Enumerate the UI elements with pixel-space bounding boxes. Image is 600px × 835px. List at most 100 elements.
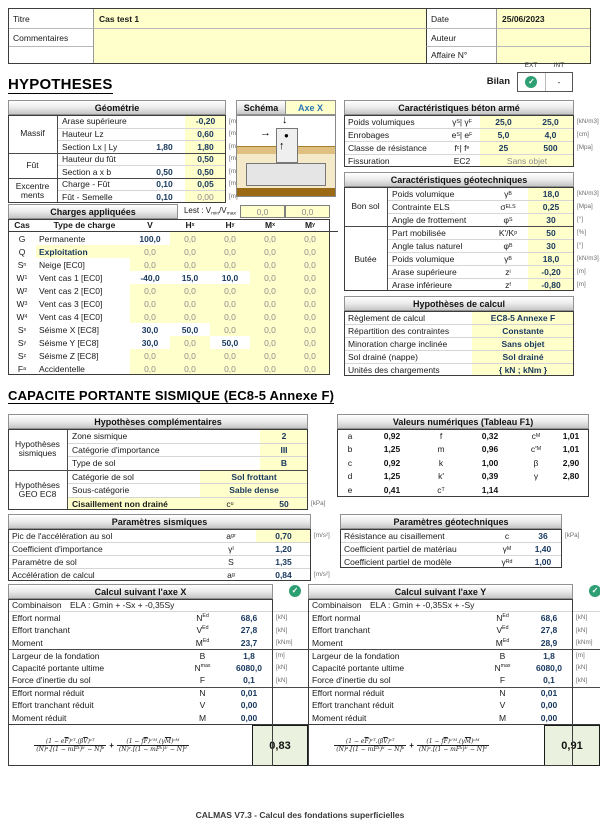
commentaires-input[interactable] [93,28,426,63]
load-value-cell[interactable]: 0,0 [130,349,170,362]
load-value-cell[interactable]: 0,0 [210,310,250,323]
load-value-cell[interactable]: 0,0 [170,349,210,362]
load-value-cell[interactable]: 0,0 [250,336,290,349]
date-input[interactable]: 25/06/2023 [496,9,590,28]
load-value-cell[interactable]: 0,0 [290,271,330,284]
load-value-cell[interactable]: 0,0 [250,232,290,245]
titre-input[interactable]: Cas test 1 [93,9,426,28]
value-cell[interactable]: 50 [260,496,308,510]
load-value-cell[interactable]: 0,0 [290,284,330,297]
load-value-cell[interactable]: 0,0 [250,362,290,375]
value-cell[interactable] [144,115,185,128]
value-cell[interactable]: 0,60 [185,127,226,140]
load-value-cell[interactable]: 0,0 [290,232,330,245]
value-cell[interactable]: 2 [260,429,308,443]
load-value-cell[interactable]: 0,0 [290,310,330,323]
load-value-cell[interactable]: 0,0 [210,284,250,297]
load-value-cell[interactable]: 0,0 [170,258,210,271]
value-cell[interactable]: 0,10 [144,190,185,203]
lest-min-cell[interactable]: 0,0 [240,205,285,218]
load-value-cell[interactable]: 0,0 [210,258,250,271]
value-cell[interactable]: 18,0 [528,187,574,200]
load-value-cell[interactable]: 30,0 [130,336,170,349]
value-cell[interactable]: Sans objet [480,154,574,167]
value-cell[interactable]: B [260,456,308,470]
load-value-cell[interactable]: 0,0 [250,297,290,310]
value-cell[interactable]: 0,10 [144,177,185,190]
value-cell[interactable]: III [260,442,308,456]
value-cell[interactable]: Sans objet [472,337,574,350]
value-cell[interactable]: 25,0 [480,115,527,128]
value-cell[interactable]: 0,25 [528,200,574,213]
load-value-cell[interactable]: 0,0 [170,245,210,258]
value-cell[interactable]: 25 [480,141,527,154]
value-cell[interactable] [144,152,185,165]
value-cell[interactable]: { kN ; kNm } [472,363,574,376]
value-cell[interactable]: -0,20 [528,265,574,278]
load-value-cell[interactable]: 0,0 [130,258,170,271]
load-value-cell[interactable]: 0,0 [290,349,330,362]
value-cell[interactable]: -0,80 [528,278,574,291]
load-value-cell[interactable]: 0,0 [250,245,290,258]
load-value-cell[interactable]: 0,0 [130,284,170,297]
load-value-cell[interactable]: 0,0 [130,297,170,310]
load-value-cell[interactable]: 0,0 [170,310,210,323]
value-cell[interactable]: EC8-5 Annexe F [472,311,574,324]
lest-max-cell[interactable]: 0,0 [285,205,330,218]
load-value-cell[interactable]: 0,0 [170,362,210,375]
load-value-cell[interactable]: 0,0 [250,310,290,323]
load-value-cell[interactable]: 0,0 [130,245,170,258]
value-cell[interactable]: 0,70 [256,529,311,542]
value-cell[interactable]: 500 [527,141,574,154]
load-value-cell[interactable]: 0,0 [130,362,170,375]
load-value-cell[interactable]: 0,0 [250,349,290,362]
value-cell[interactable]: 0,50 [144,165,185,178]
value-cell[interactable]: 4,0 [527,128,574,141]
load-value-cell[interactable]: 0,0 [250,258,290,271]
load-value-cell[interactable]: 0,0 [210,297,250,310]
load-value-cell[interactable]: 50,0 [170,323,210,336]
value-cell[interactable]: 30 [528,213,574,226]
load-value-cell[interactable]: 0,0 [290,258,330,271]
value-cell[interactable] [144,127,185,140]
value-cell[interactable]: 50 [528,226,574,239]
load-value-cell[interactable]: 0,0 [290,362,330,375]
value-cell[interactable]: 0,05 [185,177,226,190]
value-cell[interactable]: 1,80 [185,140,226,153]
value-cell[interactable]: 0,50 [185,165,226,178]
load-value-cell[interactable]: 0,0 [130,310,170,323]
value-cell[interactable]: 0,00 [185,190,226,203]
load-value-cell[interactable]: 0,0 [170,336,210,349]
load-value-cell[interactable]: 0,0 [290,336,330,349]
value-cell[interactable]: -0,20 [185,115,226,128]
value-cell[interactable]: 5,0 [480,128,527,141]
auteur-input[interactable] [496,28,590,46]
affaire-input[interactable] [496,46,590,63]
load-value-cell[interactable]: 100,0 [130,232,170,245]
value-cell[interactable]: Constante [472,324,574,337]
load-value-cell[interactable]: 0,0 [170,297,210,310]
load-value-cell[interactable]: 50,0 [210,336,250,349]
value-cell[interactable]: 1,80 [144,140,185,153]
value-cell[interactable]: Sable dense [200,483,308,497]
load-value-cell[interactable]: 15,0 [170,271,210,284]
value-cell[interactable]: 18,0 [528,252,574,265]
schema-axis-toggle[interactable]: Axe X [286,100,336,115]
load-value-cell[interactable]: 0,0 [170,284,210,297]
load-value-cell[interactable]: 0,0 [290,323,330,336]
load-value-cell[interactable]: 0,0 [250,284,290,297]
value-cell[interactable]: Sol drainé [472,350,574,363]
load-value-cell[interactable]: 0,0 [170,232,210,245]
load-value-cell[interactable]: 10,0 [210,271,250,284]
load-value-cell[interactable]: 0,0 [290,297,330,310]
value-cell[interactable]: Sol frottant [200,469,308,483]
load-value-cell[interactable]: -40,0 [130,271,170,284]
load-value-cell[interactable]: 0,0 [210,245,250,258]
load-value-cell[interactable]: 0,0 [250,323,290,336]
value-cell[interactable]: 25,0 [527,115,574,128]
load-value-cell[interactable]: 0,0 [250,271,290,284]
load-value-cell[interactable]: 0,0 [210,362,250,375]
load-value-cell[interactable]: 0,0 [210,232,250,245]
load-value-cell[interactable]: 0,0 [210,323,250,336]
load-value-cell[interactable]: 30,0 [130,323,170,336]
